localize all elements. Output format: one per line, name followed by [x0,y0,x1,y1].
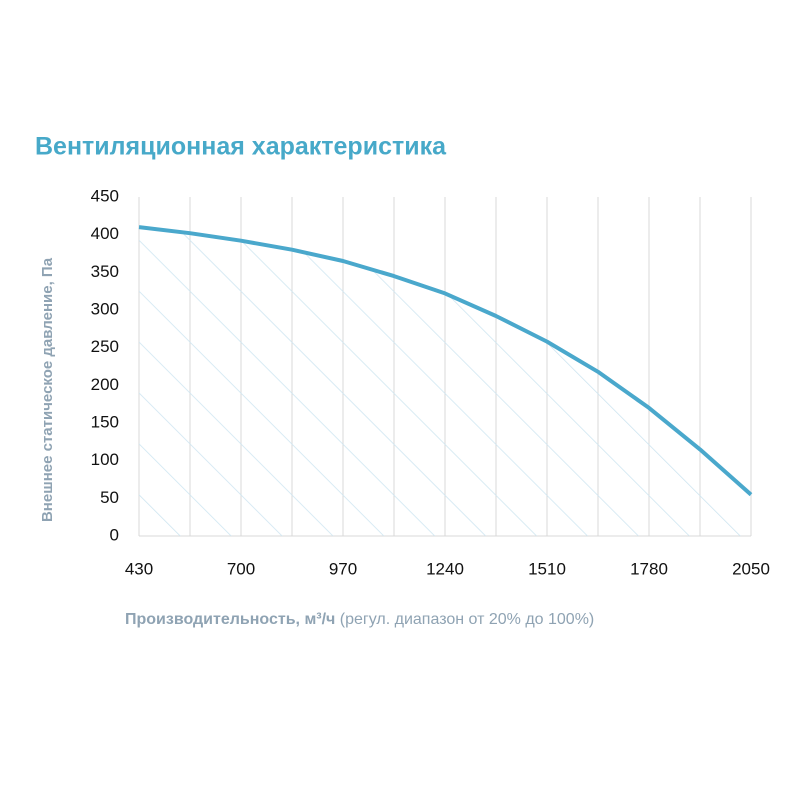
y-tick-label: 100 [91,450,119,469]
y-tick-label: 150 [91,412,119,431]
x-tick-label: 2050 [732,559,770,578]
x-tick-label: 1240 [426,559,464,578]
y-axis-label: Внешнее статическое давление, Па [39,257,56,522]
x-axis-note: (регул. диапазон от 20% до 100%) [340,611,594,628]
x-tick-label: 700 [227,559,255,578]
y-tick-label: 450 [91,186,119,205]
x-tick-label: 1780 [630,559,668,578]
x-tick-label: 970 [329,559,357,578]
chart-title: Вентиляционная характеристика [35,133,447,161]
y-tick-label: 300 [91,299,119,318]
hatched-area [139,227,751,536]
y-tick-label: 200 [91,375,119,394]
y-tick-label: 400 [91,224,119,243]
x-tick-label: 1510 [528,559,566,578]
x-axis-label: Производительность, м³/ч (регул. диапазо… [125,611,594,628]
y-tick-label: 0 [110,525,119,544]
y-tick-label: 50 [100,488,119,507]
y-tick-label: 350 [91,262,119,281]
x-axis-title: Производительность, м³/ч [125,611,335,628]
y-tick-label: 250 [91,337,119,356]
x-tick-label: 430 [125,559,153,578]
line [138,225,753,497]
